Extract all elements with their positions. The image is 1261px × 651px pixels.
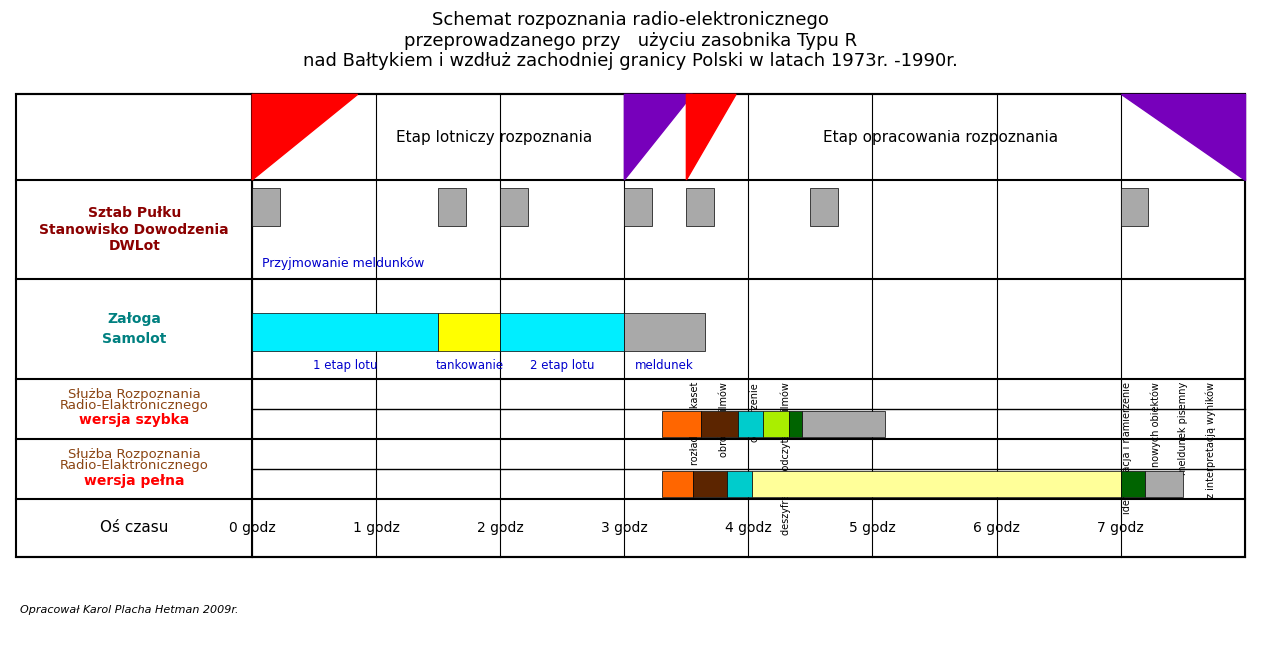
Text: 2 godz: 2 godz — [477, 521, 523, 534]
Text: 1 etap lotu: 1 etap lotu — [313, 359, 377, 372]
Text: Opracował Karol Placha Hetman 2009r.: Opracował Karol Placha Hetman 2009r. — [20, 605, 238, 615]
Polygon shape — [624, 94, 692, 180]
Text: 1 godz: 1 godz — [353, 521, 400, 534]
Bar — [802, 411, 885, 437]
Text: 2 etap lotu: 2 etap lotu — [530, 359, 595, 372]
Bar — [739, 411, 763, 437]
Text: wersja szybka: wersja szybka — [79, 413, 189, 428]
Text: Samolot: Samolot — [102, 332, 166, 346]
Text: Przyjmowanie meldunków: Przyjmowanie meldunków — [262, 257, 425, 270]
Text: Radio-Elaktronicznego: Radio-Elaktronicznego — [59, 399, 209, 412]
Text: meldunek pisemny: meldunek pisemny — [1178, 382, 1188, 475]
Text: tankowanie: tankowanie — [435, 359, 503, 372]
Bar — [728, 471, 752, 497]
Bar — [1121, 471, 1145, 497]
Text: Załoga: Załoga — [107, 312, 161, 326]
Text: nowych obiektów: nowych obiektów — [1150, 382, 1160, 467]
Bar — [624, 313, 705, 351]
Bar — [752, 471, 1121, 497]
Text: 6 godz: 6 godz — [973, 521, 1020, 534]
Text: Stanowisko Dowodzenia: Stanowisko Dowodzenia — [39, 223, 230, 236]
Polygon shape — [686, 94, 736, 180]
Text: identyfikacja i namierzenie: identyfikacja i namierzenie — [1122, 382, 1132, 514]
Text: Schemat rozpoznania radio-elektronicznego
przeprowadzanego przy   użyciu zasobni: Schemat rozpoznania radio-elektroniczneg… — [303, 11, 958, 70]
Text: Sztab Pułku: Sztab Pułku — [88, 206, 180, 220]
Bar — [686, 188, 714, 226]
Bar — [439, 188, 465, 226]
Text: odtworzenie: odtworzenie — [749, 382, 759, 441]
Text: 3 godz: 3 godz — [601, 521, 648, 534]
Text: Etap lotniczy rozpoznania: Etap lotniczy rozpoznania — [396, 130, 593, 145]
Text: Radio-Elaktronicznego: Radio-Elaktronicznego — [59, 459, 209, 472]
Polygon shape — [1121, 94, 1245, 180]
Bar — [662, 471, 692, 497]
Text: DWLot: DWLot — [108, 239, 160, 253]
Bar — [811, 188, 837, 226]
Text: meldunek: meldunek — [636, 359, 694, 372]
Bar — [501, 188, 527, 226]
Bar — [252, 313, 439, 351]
Text: Etap opracowania rozpoznania: Etap opracowania rozpoznania — [823, 130, 1058, 145]
Text: 7 godz: 7 godz — [1097, 521, 1144, 534]
Text: Oś czasu: Oś czasu — [100, 520, 169, 535]
Bar — [763, 411, 789, 437]
Bar — [701, 411, 739, 437]
Text: Służba Rozpoznania: Służba Rozpoznania — [68, 448, 200, 461]
Text: 5 godz: 5 godz — [849, 521, 895, 534]
Text: rozładunek kaset: rozładunek kaset — [690, 382, 700, 465]
Bar — [624, 188, 652, 226]
Text: z interpretacją wyników: z interpretacją wyników — [1206, 382, 1217, 498]
Bar — [789, 411, 802, 437]
Text: 4 godz: 4 godz — [725, 521, 772, 534]
Text: Służba Rozpoznania: Służba Rozpoznania — [68, 388, 200, 401]
Bar — [1145, 471, 1183, 497]
Bar — [662, 411, 701, 437]
Bar — [1121, 188, 1148, 226]
Bar — [439, 313, 501, 351]
Text: deszyfracja i odczytanie filmów: deszyfracja i odczytanie filmów — [781, 382, 791, 534]
Text: wersja pełna: wersja pełna — [84, 473, 184, 488]
Bar — [692, 471, 728, 497]
Bar — [16, 94, 1245, 557]
Polygon shape — [252, 94, 358, 180]
Text: 0 godz: 0 godz — [228, 521, 276, 534]
Text: obróbka filmów: obróbka filmów — [719, 382, 729, 457]
Bar — [252, 188, 280, 226]
Bar — [501, 313, 624, 351]
